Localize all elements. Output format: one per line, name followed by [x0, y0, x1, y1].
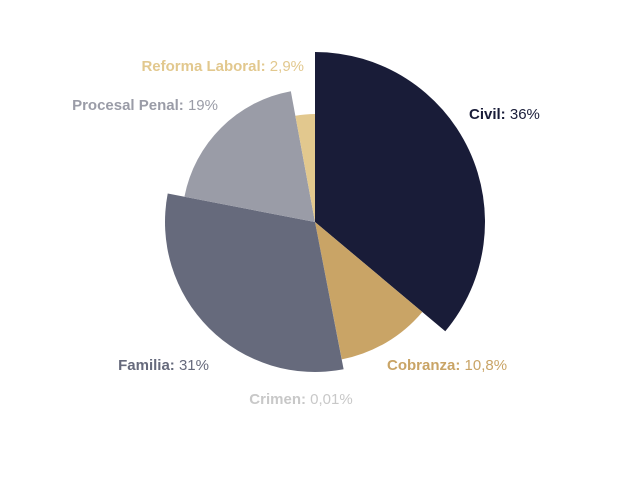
- slice-label-value: 2,9%: [266, 58, 304, 75]
- slice-reforma-laboral[interactable]: [295, 114, 315, 222]
- slice-label-cobranza: Cobranza: 10,8%: [387, 357, 507, 374]
- slice-label-name: Reforma Laboral:: [141, 58, 265, 75]
- pie-labels: Civil: 36% Cobranza: 10,8% Crimen: 0,01% Fa…: [72, 58, 540, 408]
- slice-label-crimen: Crimen: 0,01%: [249, 391, 352, 408]
- slice-label-value: 31%: [175, 357, 209, 374]
- slice-label-value: 0,01%: [306, 391, 353, 408]
- slice-label-value: 36%: [506, 106, 540, 123]
- slice-label-procesal-penal: Procesal Penal: 19%: [72, 97, 218, 114]
- slice-label-civil: Civil: 36%: [469, 106, 540, 123]
- slice-label-value: 10,8%: [460, 357, 507, 374]
- slice-label-familia: Familia: 31%: [118, 357, 209, 374]
- slice-procesal-penal[interactable]: [184, 91, 315, 223]
- slice-label-name: Familia:: [118, 357, 175, 374]
- slice-label-name: Crimen:: [249, 391, 306, 408]
- slice-label-name: Procesal Penal:: [72, 97, 184, 114]
- slice-label-name: Civil:: [469, 106, 506, 123]
- slice-label-name: Cobranza:: [387, 357, 460, 374]
- slice-familia[interactable]: [164, 193, 344, 373]
- slice-label-reforma-laboral: Reforma Laboral: 2,9%: [141, 58, 304, 75]
- slice-label-value: 19%: [184, 97, 218, 114]
- slice-civil[interactable]: [315, 52, 485, 332]
- slice-cobranza[interactable]: [315, 222, 423, 360]
- pie-slices: [164, 52, 485, 373]
